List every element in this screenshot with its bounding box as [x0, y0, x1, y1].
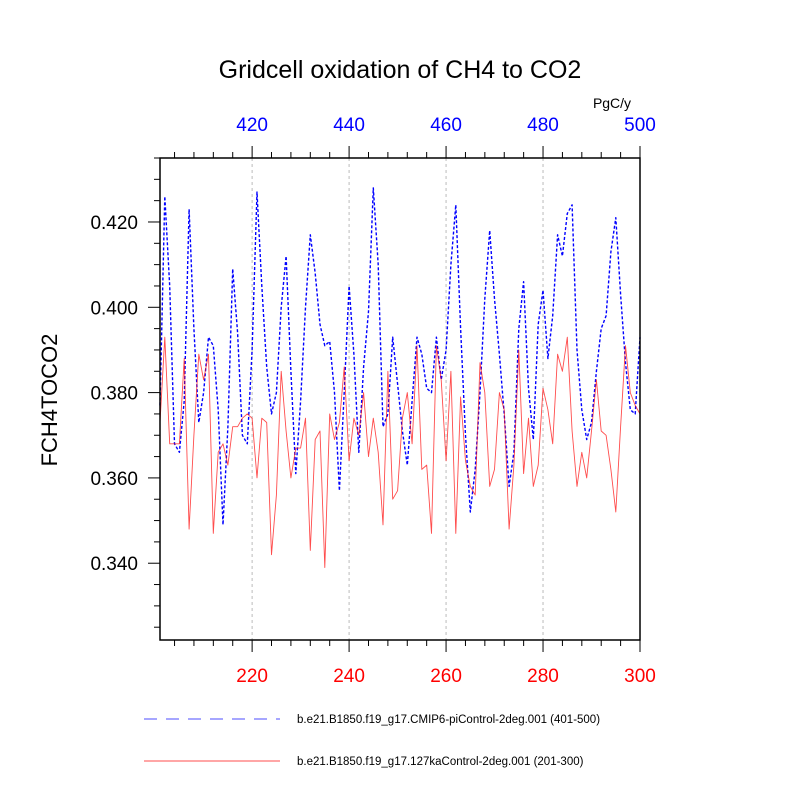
grid-lines — [251, 158, 544, 640]
x-bottom-tick-label: 300 — [624, 666, 656, 687]
series-line-picontrol — [159, 187, 641, 526]
x-top-tick-label: 480 — [527, 115, 559, 136]
axes: 0.340 0.360 0.380 0.400 0.420 220 240 260 280 300… — [90, 115, 655, 687]
y-tick-label: 0.360 — [90, 469, 138, 490]
x-top-tick-label: 440 — [333, 115, 365, 136]
x-top-tick-label: 500 — [624, 115, 656, 136]
y-tick-label: 0.420 — [90, 213, 138, 234]
series-layer — [159, 187, 641, 568]
plot-frame — [159, 157, 641, 641]
legend-label: b.e21.B1850.f19_g17.127kaControl-2deg.00… — [297, 756, 584, 768]
x-bottom-tick-label: 240 — [333, 666, 365, 687]
x-bottom-tick-label: 220 — [236, 666, 268, 687]
x-bottom-tick-label: 280 — [527, 666, 559, 687]
y-tick-label: 0.340 — [90, 554, 138, 575]
legend: b.e21.B1850.f19_g17.CMIP6-piControl-2deg… — [144, 714, 600, 768]
y-axis-label: FCH4TOCO2 — [37, 334, 62, 467]
y-tick-label: 0.380 — [90, 384, 138, 405]
x-top-tick-label: 420 — [236, 115, 268, 136]
x-top-tick-label: 460 — [430, 115, 462, 136]
x-bottom-tick-label: 260 — [430, 666, 462, 687]
units-label: PgC/y — [593, 95, 631, 111]
y-tick-label: 0.400 — [90, 298, 138, 319]
chart-title: Gridcell oxidation of CH4 to CO2 — [219, 56, 582, 84]
legend-label: b.e21.B1850.f19_g17.CMIP6-piControl-2deg… — [297, 714, 600, 726]
series-line-127ka — [159, 336, 641, 568]
